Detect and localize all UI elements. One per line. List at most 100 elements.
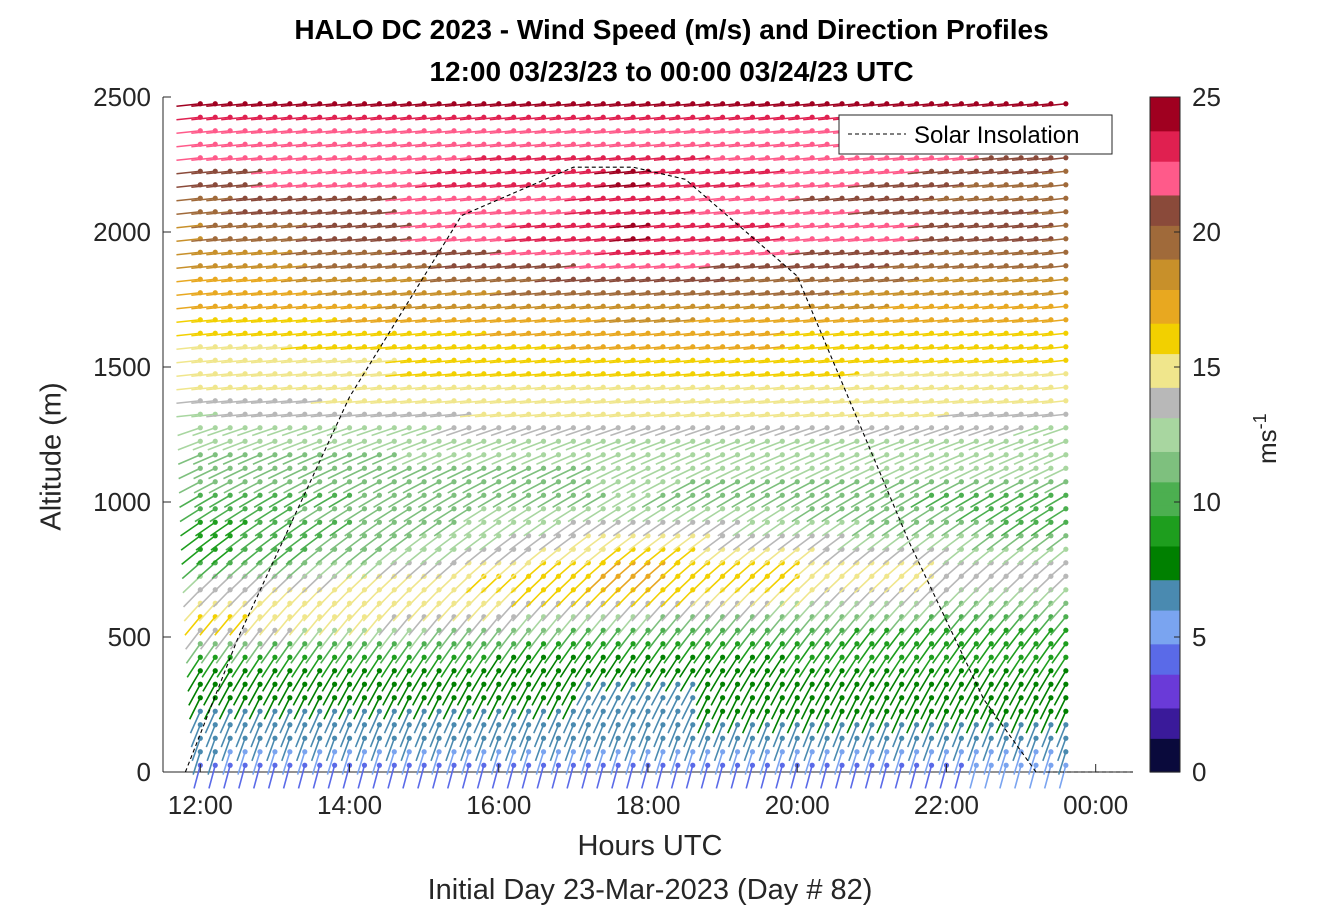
barb-shaft — [233, 697, 246, 720]
wind-barb — [250, 722, 263, 748]
barb-shaft — [180, 535, 201, 551]
wind-barb — [312, 452, 338, 466]
barb-shaft — [219, 710, 231, 734]
barb-head — [585, 641, 591, 647]
barb-head — [361, 519, 368, 525]
barb-head — [421, 749, 427, 755]
barb-shaft — [250, 224, 276, 229]
wind-barb — [276, 668, 293, 692]
wind-barb — [290, 641, 308, 664]
barb-head — [540, 722, 547, 728]
barb-head — [630, 438, 636, 444]
barb-shaft — [191, 116, 216, 121]
barb-head — [496, 452, 502, 458]
barb-head — [660, 479, 666, 485]
barb-head — [332, 668, 338, 674]
barb-head — [645, 506, 651, 512]
barb-shaft — [280, 332, 305, 337]
barb-head — [526, 681, 532, 687]
barb-head — [361, 762, 368, 768]
barb-head — [272, 438, 278, 444]
barb-shaft — [223, 481, 246, 494]
barb-head — [511, 722, 517, 728]
barb-shaft — [221, 210, 246, 216]
barb-head — [630, 479, 636, 485]
barb-shaft — [250, 210, 276, 216]
barb-head — [227, 533, 233, 539]
barb-head — [585, 425, 591, 431]
barb-head — [660, 492, 666, 498]
barb-shaft — [225, 548, 246, 565]
barb-head — [376, 654, 382, 660]
barb-shaft — [265, 251, 290, 256]
barb-shaft — [221, 399, 246, 405]
barb-shaft — [325, 237, 350, 243]
barb-shaft — [310, 156, 335, 162]
barb-shaft — [236, 170, 261, 175]
barb-head — [406, 654, 412, 660]
barb-shaft — [298, 508, 321, 523]
barb-shaft — [221, 237, 246, 243]
barb-head — [436, 452, 442, 458]
barb-head — [212, 479, 218, 485]
barb-head — [272, 708, 278, 714]
wind-barb — [274, 627, 293, 650]
wind-barb — [177, 438, 203, 451]
barb-shaft — [295, 399, 320, 405]
barb-shaft — [200, 643, 216, 664]
barb-shaft — [299, 521, 321, 537]
barb-shaft — [281, 737, 291, 762]
wind-barb — [356, 438, 382, 451]
barb-shaft — [310, 359, 335, 364]
barb-head — [212, 735, 218, 741]
barb-head — [585, 749, 591, 755]
wind-barb — [366, 668, 382, 692]
barb-shaft — [379, 629, 395, 650]
barb-head — [675, 749, 681, 755]
barb-head — [197, 681, 203, 687]
barb-shaft — [207, 426, 231, 437]
barb-shaft — [277, 683, 291, 706]
barb-shaft — [366, 670, 381, 692]
barb-shaft — [298, 481, 321, 494]
barb-head — [496, 681, 502, 687]
wind-barb — [252, 749, 263, 775]
barb-shaft — [340, 291, 365, 297]
barb-head — [332, 681, 338, 687]
barb-shaft — [355, 413, 380, 418]
barb-shaft — [355, 278, 380, 283]
barb-shaft — [282, 440, 306, 451]
barb-shaft — [375, 562, 395, 580]
barb-shaft — [179, 508, 201, 523]
barb-shaft — [201, 656, 216, 678]
barb-shaft — [181, 548, 201, 565]
barb-shaft — [191, 291, 216, 297]
barb-head — [391, 465, 397, 471]
barb-head — [361, 735, 368, 741]
barb-shaft — [352, 683, 366, 706]
barb-head — [332, 722, 338, 728]
barb-head — [526, 749, 532, 755]
barb-head — [451, 425, 457, 431]
barb-head — [615, 681, 621, 687]
barb-shaft — [282, 467, 306, 480]
barb-head — [645, 749, 651, 755]
barb-shaft — [324, 724, 336, 748]
barb-shaft — [206, 183, 231, 189]
barb-shaft — [295, 170, 320, 175]
barb-head — [630, 452, 636, 458]
barb-head — [690, 641, 696, 647]
barb-shaft — [295, 183, 320, 189]
barb-head — [675, 735, 681, 741]
barb-head — [436, 668, 442, 674]
barb-shaft — [238, 481, 261, 494]
barb-head — [287, 452, 293, 458]
barb-shaft — [236, 332, 261, 337]
barb-shaft — [280, 156, 305, 162]
wind-barb — [210, 533, 233, 551]
barb-head — [197, 722, 203, 728]
barb-head — [227, 479, 233, 485]
barb-head — [287, 533, 293, 539]
barb-shaft — [191, 183, 216, 189]
wind-barb — [235, 722, 248, 748]
